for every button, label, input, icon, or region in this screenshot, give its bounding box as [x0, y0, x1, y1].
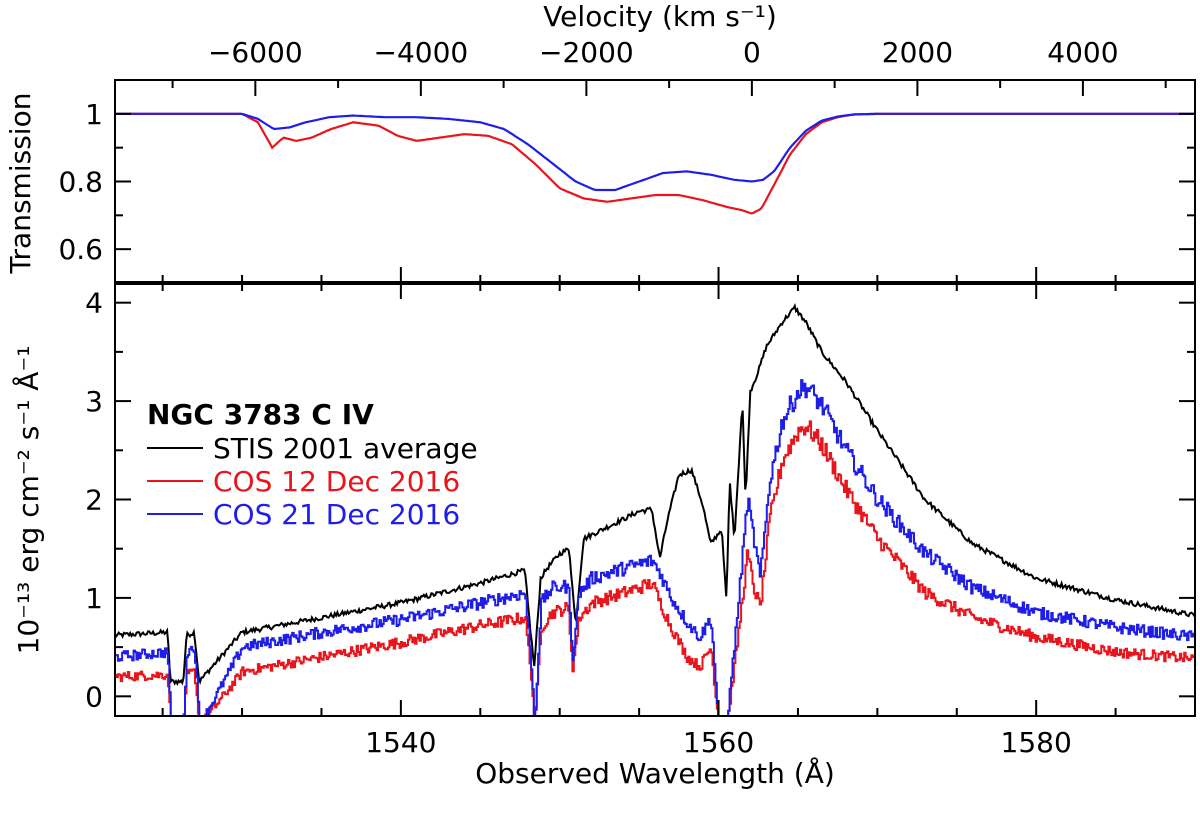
- legend-title: NGC 3783 C IV: [147, 398, 374, 431]
- transmission-panel: 0.6 0.8 1 −6000 −4000 −2000 0 2000 4000 Velocity…: [4, 0, 1196, 284]
- transmission-ytick-label: 1: [85, 98, 103, 131]
- transmission-line-cos-21-dec-2016: [115, 112, 1195, 192]
- transmission-axis-title: Transmission: [4, 93, 37, 275]
- velocity-tick-label: −4000: [373, 36, 468, 69]
- velocity-tick-label: −6000: [208, 36, 303, 69]
- wavelength-axis-title: Observed Wavelength (Å): [475, 756, 835, 790]
- legend-label-stis: STIS 2001 average: [213, 432, 478, 465]
- velocity-tick-label: 4000: [1047, 36, 1118, 69]
- legend-label-cos-12dec: COS 12 Dec 2016: [213, 465, 460, 498]
- transmission-ytick-label: 0.6: [58, 233, 103, 266]
- wavelength-tick-label: 1540: [365, 726, 436, 759]
- flux-line-cos-21-dec-2016: [115, 379, 1195, 716]
- legend: NGC 3783 C IV STIS 2001 average COS 12 D…: [147, 398, 478, 531]
- flux-ytick-label: 4: [85, 287, 103, 320]
- velocity-tick-label: 0: [743, 36, 761, 69]
- velocity-tick-label: −2000: [539, 36, 634, 69]
- flux-ytick-label: 1: [85, 582, 103, 615]
- flux-axis-title: 10⁻¹³ erg cm⁻² s⁻¹ Å⁻¹: [11, 346, 45, 655]
- flux-series-layer: [115, 303, 1195, 716]
- flux-ytick-label: 2: [85, 484, 103, 517]
- flux-ytick-label: 0: [85, 680, 103, 713]
- transmission-ytick-label: 0.8: [58, 166, 103, 199]
- legend-label-cos-21dec: COS 21 Dec 2016: [213, 498, 460, 531]
- transmission-ticks: 0.6 0.8 1 −6000 −4000 −2000 0 2000 4000: [58, 36, 1196, 284]
- flux-line-stis-2001-average: [115, 303, 1195, 686]
- transmission-series-layer: [115, 112, 1195, 215]
- transmission-frame: [114, 79, 1196, 284]
- flux-ytick-label: 3: [85, 385, 103, 418]
- flux-panel: 1540 1560 1580 0 1 2 3 4 Observed Wavelength (Å…: [11, 281, 1196, 790]
- velocity-axis-title: Velocity (km s⁻¹): [543, 0, 777, 33]
- flux-ticks: 1540 1560 1580 0 1 2 3 4: [85, 283, 1196, 759]
- wavelength-tick-label: 1580: [1001, 726, 1072, 759]
- velocity-tick-label: 2000: [882, 36, 953, 69]
- wavelength-tick-label: 1560: [683, 726, 754, 759]
- flux-line-cos-12-dec-2016: [115, 420, 1195, 716]
